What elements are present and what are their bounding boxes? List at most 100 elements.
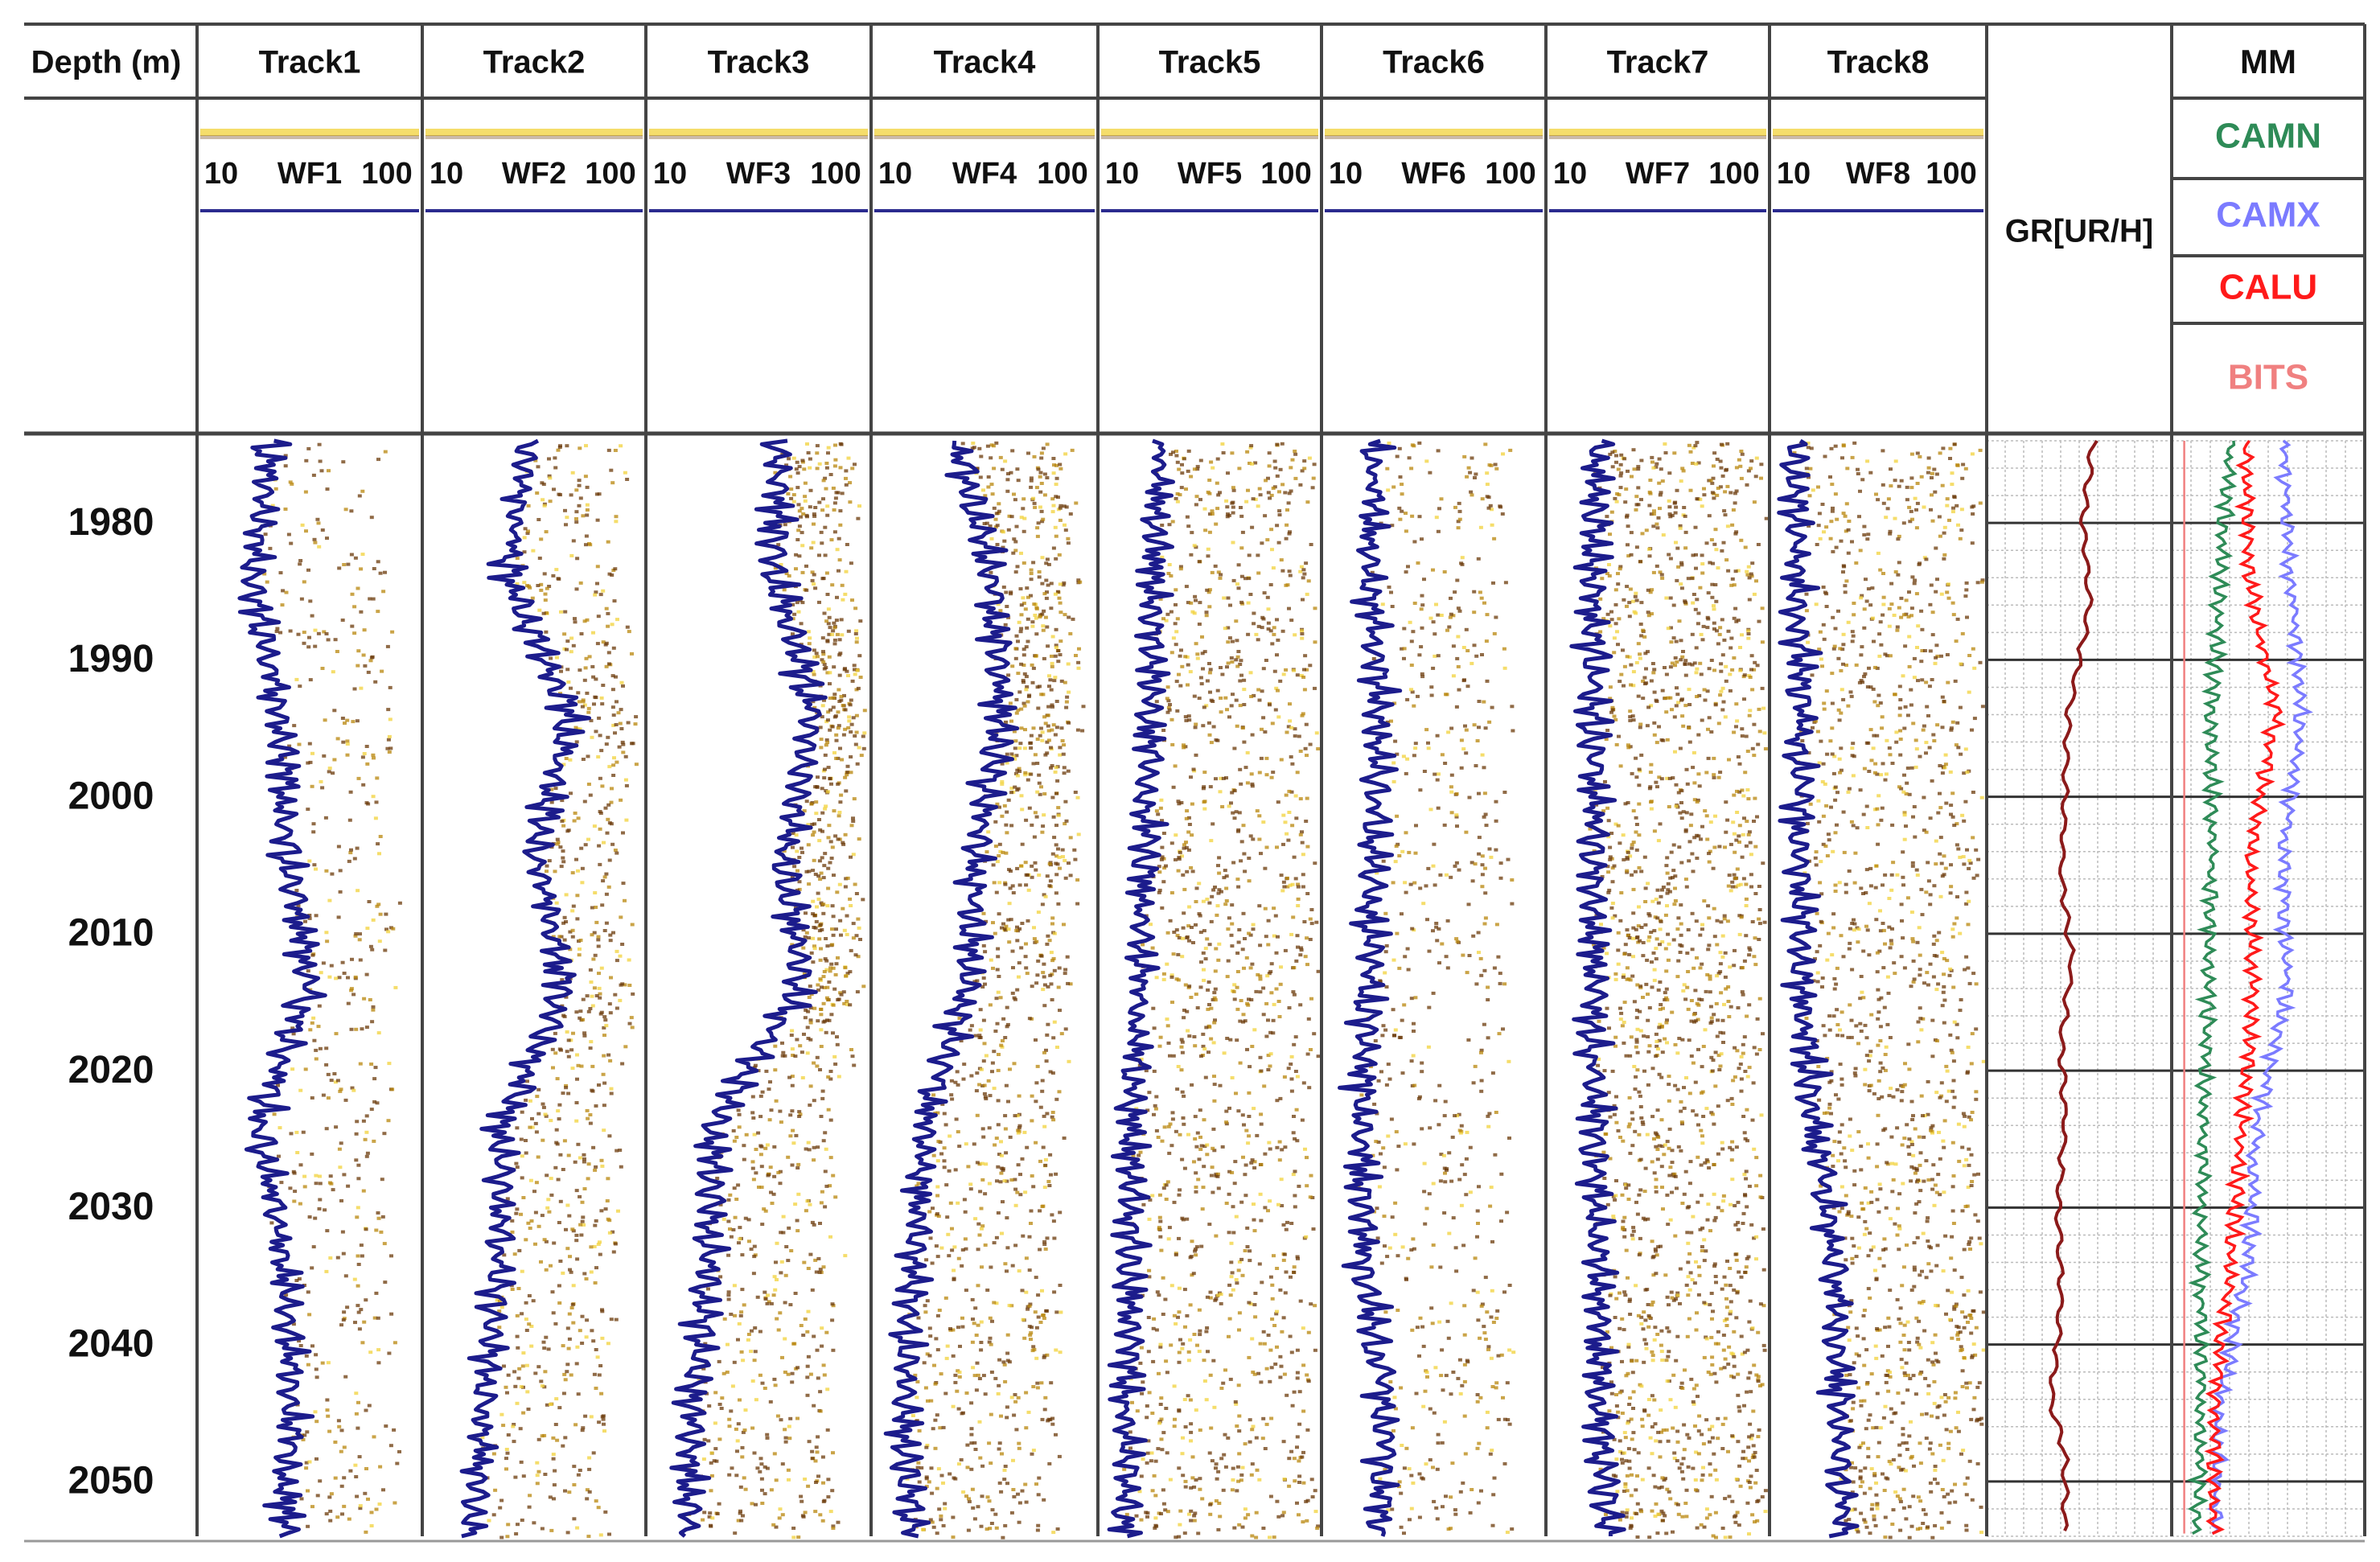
density-dot: [972, 1441, 977, 1445]
density-dot: [1171, 785, 1176, 789]
density-dot: [1011, 551, 1016, 555]
density-dot: [817, 839, 822, 843]
density-dot: [1050, 1213, 1054, 1217]
density-dot: [973, 1306, 978, 1310]
density-dot: [529, 1325, 534, 1328]
density-dot: [574, 520, 579, 524]
density-dot: [1145, 1515, 1149, 1519]
density-dot: [303, 490, 308, 494]
density-dot: [1038, 1105, 1043, 1109]
density-dot: [369, 516, 374, 520]
density-dot: [1313, 606, 1317, 610]
density-dot: [861, 984, 866, 989]
density-dot: [979, 1067, 984, 1071]
density-dot: [289, 1132, 294, 1136]
density-dot: [965, 1465, 970, 1470]
density-dot: [1225, 505, 1230, 509]
density-dot: [1032, 937, 1037, 941]
density-dot: [570, 871, 575, 875]
density-dot: [350, 624, 355, 628]
density-dot: [1231, 693, 1235, 697]
density-dot: [992, 506, 997, 510]
density-dot: [1006, 615, 1011, 619]
density-dot: [273, 487, 278, 491]
density-dot: [1252, 622, 1256, 626]
density-dot: [386, 708, 391, 712]
density-dot: [1194, 886, 1199, 890]
density-dot: [1002, 1468, 1007, 1472]
density-dot: [1015, 467, 1020, 471]
density-dot: [1200, 635, 1204, 639]
density-dot: [1191, 941, 1195, 944]
density-dot: [284, 590, 289, 594]
density-dot: [1289, 790, 1294, 794]
density-dot: [981, 943, 986, 947]
density-dot: [1161, 977, 1166, 981]
density-dot: [823, 957, 828, 961]
density-dot: [1297, 1474, 1302, 1478]
density-dot: [997, 912, 1001, 916]
density-dot: [318, 459, 323, 463]
density-dot: [1313, 640, 1317, 644]
density-dot: [1179, 486, 1184, 490]
density-dot: [1051, 457, 1056, 460]
density-dot: [1254, 1436, 1259, 1440]
density-dot: [350, 592, 355, 596]
density-dot: [1230, 1170, 1235, 1174]
density-dot: [993, 517, 998, 521]
density-dot: [969, 1467, 974, 1471]
density-dot: [1268, 703, 1272, 707]
density-dot: [1236, 1109, 1241, 1113]
density-dot: [977, 1420, 982, 1424]
density-dot: [1266, 1018, 1270, 1022]
density-dot: [830, 632, 835, 636]
density-dot: [1213, 564, 1218, 568]
density-dot: [1017, 961, 1021, 965]
density-dot: [1007, 902, 1012, 906]
density-dot: [569, 1048, 574, 1052]
density-dot: [609, 1091, 614, 1095]
density-dot: [841, 704, 845, 708]
density-dot: [731, 1128, 736, 1132]
density-dot: [763, 1209, 768, 1213]
density-dot: [809, 802, 814, 806]
density-dot: [801, 512, 806, 516]
density-dot: [1183, 983, 1188, 987]
density-dot: [1194, 503, 1198, 507]
density-dot: [355, 846, 360, 850]
density-dot: [1024, 1290, 1029, 1294]
density-dot: [807, 1440, 812, 1444]
density-dot: [790, 1075, 795, 1079]
density-dot: [1182, 743, 1186, 747]
density-dot: [855, 762, 860, 766]
density-dot: [1205, 1326, 1210, 1330]
density-dot: [986, 1079, 991, 1083]
density-dot: [1194, 1253, 1198, 1257]
density-dot: [1067, 690, 1071, 694]
density-dot: [556, 1109, 561, 1113]
density-dot: [1202, 978, 1206, 982]
density-dot: [822, 698, 826, 702]
density-dot: [755, 1466, 760, 1470]
density-dot: [1045, 740, 1050, 744]
density-dot: [1175, 1087, 1180, 1091]
density-dot: [1004, 1151, 1009, 1155]
density-dot: [364, 1026, 369, 1030]
density-dot: [942, 1159, 947, 1163]
density-dot: [1197, 623, 1202, 626]
density-dot: [609, 468, 614, 472]
density-dot: [807, 936, 812, 939]
density-dot: [1172, 1313, 1177, 1317]
density-dot: [1001, 922, 1005, 926]
density-dot: [327, 469, 331, 473]
density-dot: [1420, 1127, 1424, 1131]
density-dot: [1046, 738, 1051, 742]
density-dot: [930, 1491, 935, 1495]
density-dot: [1151, 1006, 1156, 1010]
density-dot: [852, 1063, 857, 1067]
density-dot: [1227, 916, 1231, 920]
density-dot: [976, 1284, 980, 1288]
density-dot: [1410, 1426, 1415, 1430]
density-dot: [1189, 1519, 1194, 1523]
density-dot: [972, 446, 976, 450]
